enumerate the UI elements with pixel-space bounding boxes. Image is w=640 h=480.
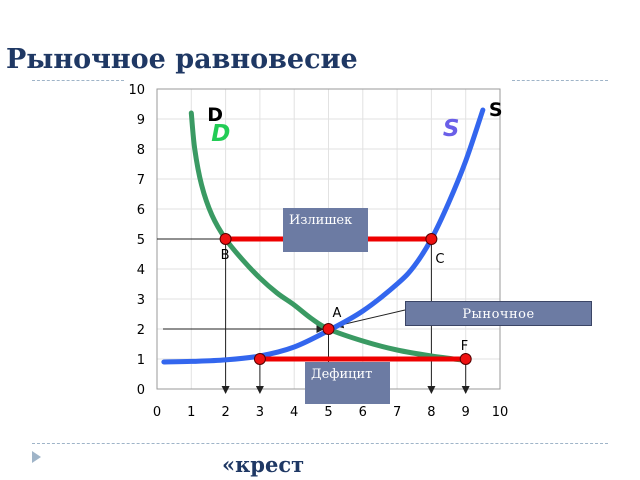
x-tick-label: 2 <box>221 405 229 420</box>
y-tick-label: 3 <box>137 293 145 308</box>
x-tick-label: 7 <box>393 405 401 420</box>
point-labels: A B C F DD S S <box>207 99 502 354</box>
equilibrium-label-box: Рыночное <box>405 301 592 326</box>
curve-d <box>188 110 469 363</box>
x-tick-label: 3 <box>256 405 264 420</box>
y-tick-label: 4 <box>137 263 145 278</box>
equilibrium-pointer <box>335 309 406 329</box>
x-tick-label: 8 <box>427 405 435 420</box>
footer-rule <box>32 443 608 444</box>
y-tick-label: 9 <box>137 113 145 128</box>
point-marker <box>459 353 472 365</box>
surplus-label-box: Излишек <box>283 208 368 252</box>
curve-s <box>161 107 486 365</box>
curve-name-s-colored: S <box>443 116 460 142</box>
curves <box>161 107 486 365</box>
x-tick-label: 5 <box>324 405 332 420</box>
x-tick-label: 0 <box>153 405 161 420</box>
x-tick-label: 9 <box>462 405 470 420</box>
curve-name-d-colored: D <box>211 121 230 147</box>
bullet-triangle-icon <box>32 451 41 463</box>
curve-name-d: D <box>207 104 223 126</box>
x-tick-label: 6 <box>359 405 367 420</box>
title-rule-right <box>512 80 608 81</box>
curve-name-s: S <box>489 99 503 121</box>
point-marker <box>253 353 266 365</box>
y-tick-label: 10 <box>128 83 145 98</box>
point-label-f: F <box>461 339 468 354</box>
footer-text: «крест <box>222 452 305 477</box>
y-tick-label: 7 <box>137 173 145 188</box>
deficit-label-box: Дефицит <box>305 362 390 404</box>
x-tick-label: 1 <box>187 405 195 420</box>
point-label-c: C <box>435 252 444 267</box>
x-tick-label: 4 <box>290 405 298 420</box>
x-tick-label: 10 <box>492 405 509 420</box>
point-label-a: A <box>333 306 342 321</box>
slide-title: Рыночное равновесие <box>6 44 358 75</box>
y-tick-label: 1 <box>137 353 145 368</box>
title-rule-left <box>32 80 124 81</box>
point-marker <box>425 233 438 245</box>
point-markers <box>219 233 472 365</box>
y-tick-label: 5 <box>137 233 145 248</box>
y-tick-label: 8 <box>137 143 145 158</box>
point-label-b: B <box>221 248 230 263</box>
tick-labels: 0 1 2 3 4 5 6 7 8 9 10 0 1 2 3 4 5 6 7 8 9 10 <box>128 83 508 420</box>
y-tick-label: 6 <box>137 203 145 218</box>
y-tick-label: 2 <box>137 323 145 338</box>
y-tick-label: 0 <box>137 383 145 398</box>
point-marker <box>322 323 335 335</box>
point-marker <box>219 233 232 245</box>
